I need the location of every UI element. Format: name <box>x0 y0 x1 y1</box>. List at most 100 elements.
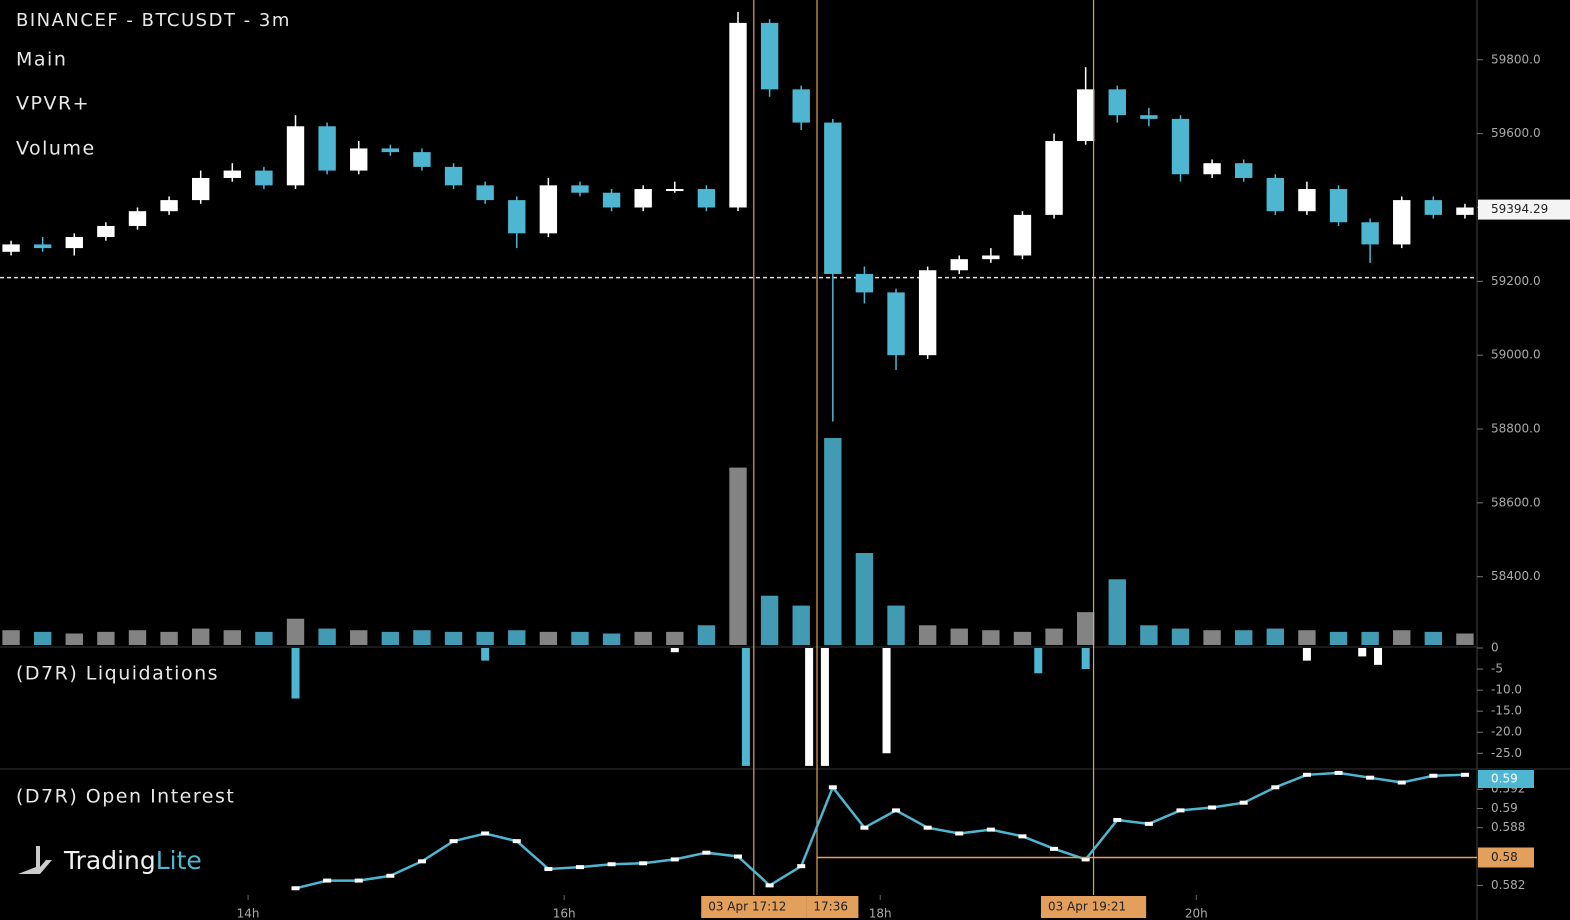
candle-body <box>824 122 842 274</box>
y-tick-label: 0.59 <box>1491 801 1518 815</box>
candle-body <box>381 148 400 153</box>
candle-body <box>1108 89 1126 116</box>
x-tick-label: 20h <box>1185 907 1208 920</box>
volume-bar <box>476 631 494 645</box>
volume-bar <box>1045 628 1063 645</box>
volume-bar <box>1456 633 1474 645</box>
volume-bar <box>697 625 716 645</box>
volume-bar <box>950 628 968 645</box>
oi-point <box>386 873 395 878</box>
oi-point <box>1018 834 1027 839</box>
oi-point <box>575 865 584 870</box>
liquidation-bar <box>291 648 300 699</box>
last-price-badge <box>1478 199 1570 220</box>
candle-body <box>1393 200 1411 245</box>
candle-body <box>634 189 652 208</box>
candle-body <box>697 189 716 208</box>
marker-badge <box>806 896 859 918</box>
pane-title: (D7R) Open Interest <box>16 786 235 808</box>
logo-accent: Lite <box>156 846 202 875</box>
candle-body <box>1456 207 1474 215</box>
oi-point <box>797 864 806 869</box>
liquidation-bar <box>805 648 814 766</box>
oi-point <box>323 878 332 883</box>
oi-line <box>295 771 1465 890</box>
oi-point <box>481 831 490 836</box>
oi-point <box>639 861 648 866</box>
volume-bar <box>792 605 810 645</box>
reference-label: 0.58 <box>1491 850 1518 864</box>
volume-bar <box>729 467 747 645</box>
volume-bar <box>1235 630 1253 645</box>
volume-bar <box>602 633 621 645</box>
candle-body <box>444 166 463 186</box>
candle-body <box>982 255 1000 260</box>
candle-body <box>855 273 874 293</box>
candle-body <box>1266 177 1284 212</box>
oi-point <box>449 839 458 844</box>
liquidation-bar <box>1358 648 1367 657</box>
candle-body <box>602 192 621 208</box>
logo-icon <box>18 846 52 874</box>
marker-badge <box>701 896 807 918</box>
volume-bar <box>255 631 273 645</box>
oi-point <box>1334 770 1343 775</box>
volume-bar <box>1140 625 1158 645</box>
volume-bar <box>1329 631 1348 645</box>
indicator-label: VPVR+ <box>16 93 90 115</box>
candle-body <box>918 270 937 356</box>
oi-point <box>670 857 679 862</box>
last-oi-label: 0.59 <box>1491 772 1518 786</box>
volume-bar <box>65 633 83 645</box>
x-tick-label: 14h <box>237 907 260 920</box>
candle-body <box>286 126 305 186</box>
volume-bar <box>1076 612 1095 645</box>
oi-point <box>734 854 742 859</box>
oi-point <box>1302 772 1311 777</box>
candle-body <box>1140 115 1158 119</box>
candle-body <box>1203 163 1221 175</box>
volume-bar <box>855 553 874 645</box>
candle-body <box>792 89 810 123</box>
candle-body <box>508 200 526 234</box>
candle-body <box>33 244 52 249</box>
candle-body <box>1013 214 1032 256</box>
candle-body <box>350 148 368 171</box>
y-tick-label: 0.588 <box>1491 820 1525 834</box>
candle-body <box>192 177 210 201</box>
candle-body <box>760 22 779 90</box>
x-tick-label: 18h <box>869 907 892 920</box>
oi-point <box>1429 773 1438 778</box>
marker-label: 17:36 <box>813 900 848 914</box>
volume-bar <box>634 631 652 645</box>
last-price-label: 59394.29 <box>1491 202 1548 216</box>
liquidation-bar <box>481 648 490 661</box>
logo-text: TradingLite <box>63 846 202 875</box>
chart-title: BINANCEF - BTCUSDT - 3m <box>16 10 291 31</box>
oi-point <box>860 825 869 830</box>
candle-body <box>223 170 241 178</box>
oi-point <box>1271 785 1280 790</box>
volume-bar <box>1298 630 1316 645</box>
candle-body <box>255 170 273 186</box>
y-tick-label: 58400.0 <box>1491 569 1541 583</box>
candle-body <box>950 259 968 271</box>
volume-bar <box>2 630 20 645</box>
candle-body <box>1235 163 1253 178</box>
volume-bar <box>918 625 937 645</box>
oi-point <box>1460 772 1469 777</box>
y-tick-label: -25.0 <box>1491 746 1522 760</box>
y-tick-label: -20.0 <box>1491 725 1522 739</box>
y-tick-label: -5 <box>1491 662 1503 676</box>
volume-bar <box>1108 579 1126 645</box>
liquidation-bar <box>1081 648 1090 670</box>
volume-bar <box>286 618 305 645</box>
volume-bar <box>1393 630 1411 645</box>
indicator-label: Main <box>16 49 67 71</box>
volume-bar <box>444 631 463 645</box>
oi-point <box>1208 805 1217 810</box>
oi-point <box>417 859 426 864</box>
y-tick-label: 59600.0 <box>1491 126 1541 140</box>
